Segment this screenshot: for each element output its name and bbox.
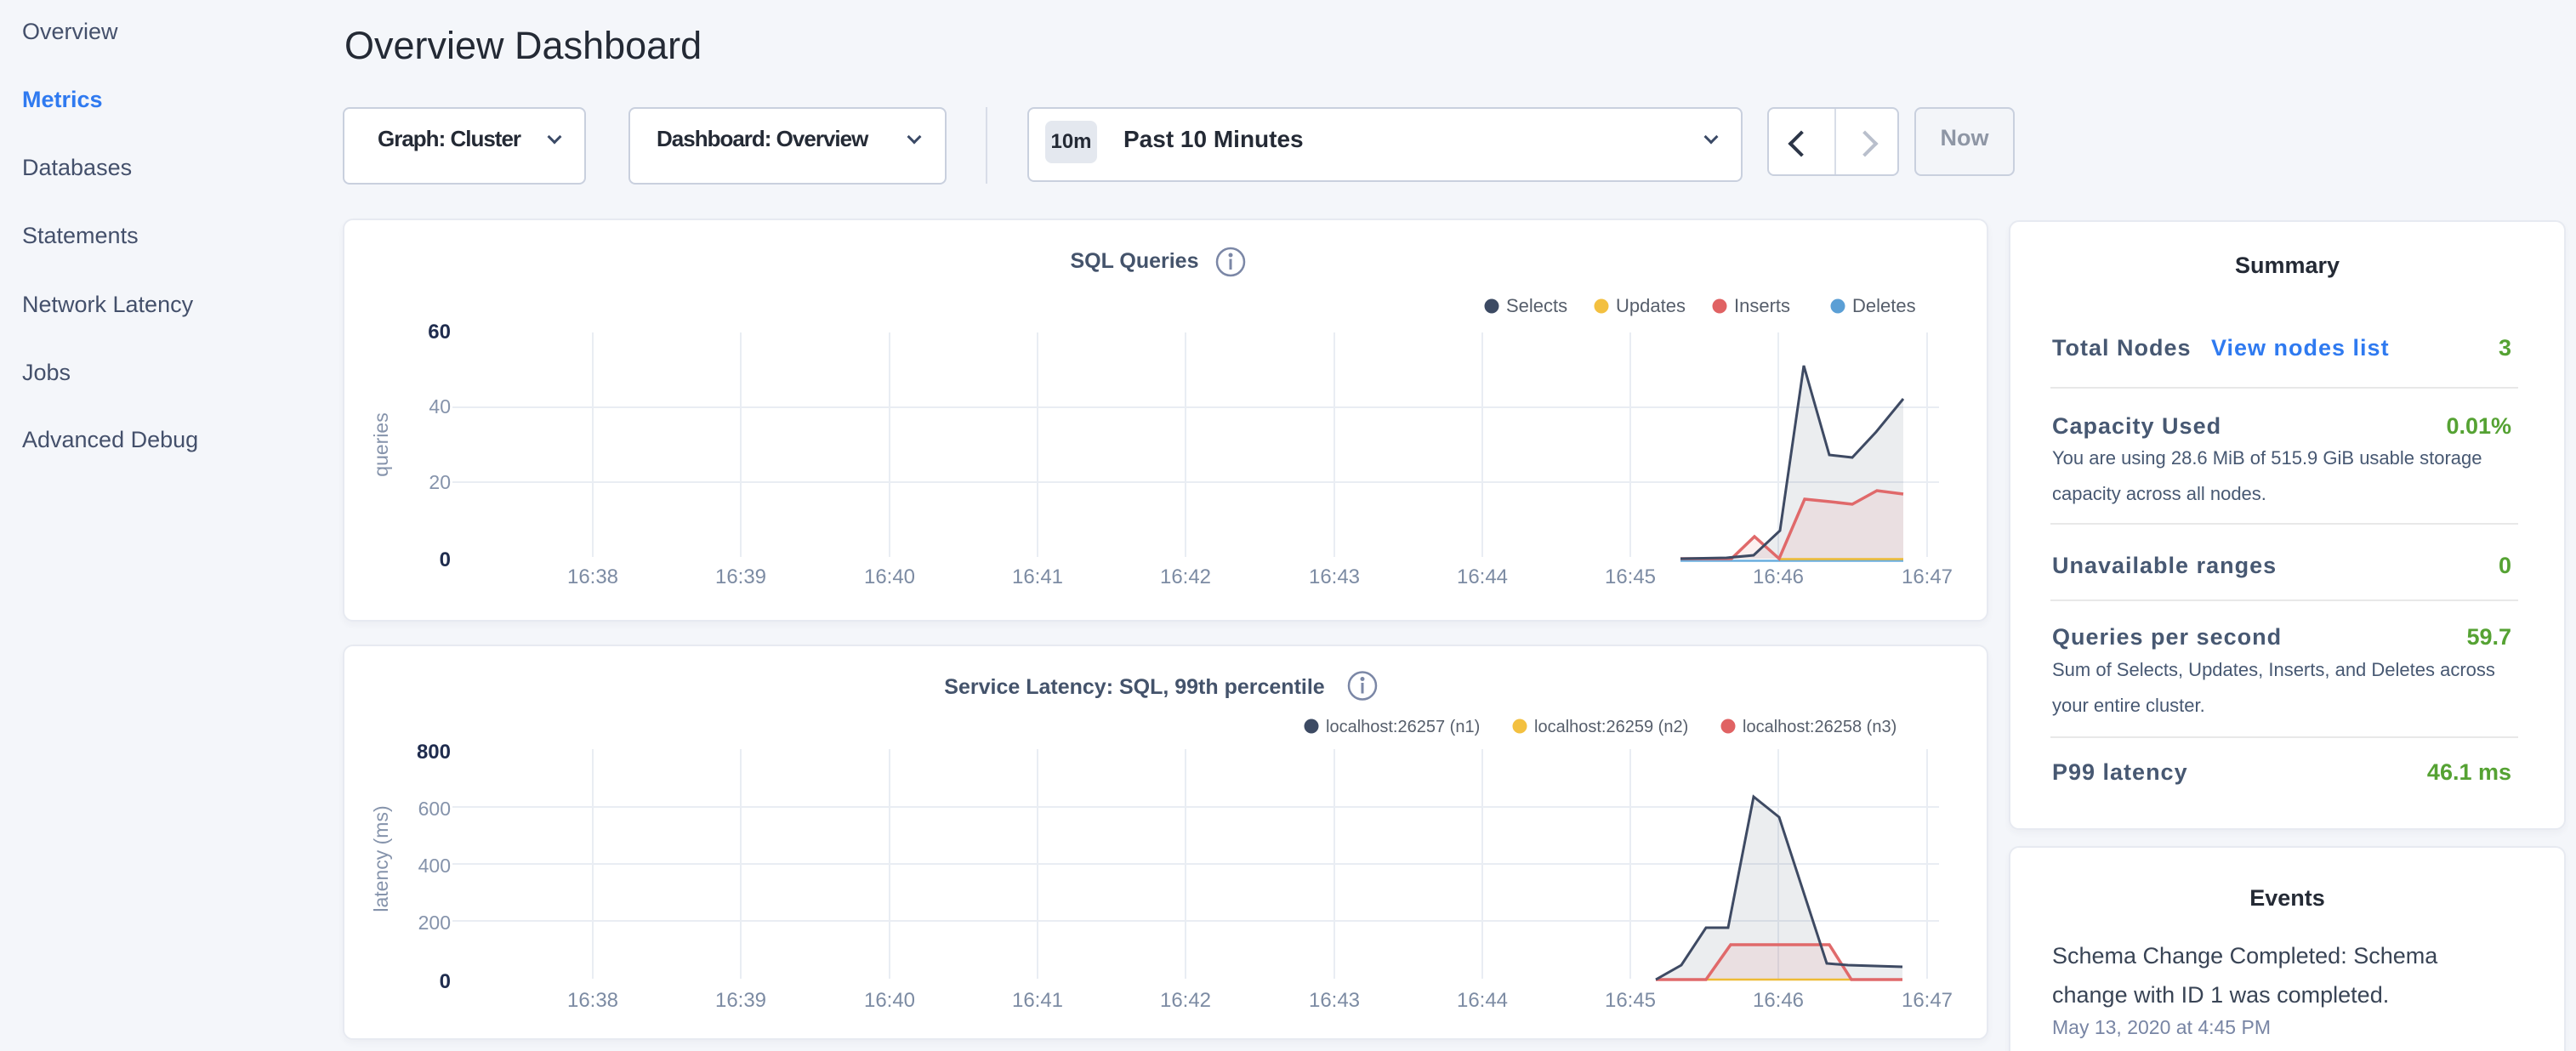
svg-text:localhost:26258 (n3): localhost:26258 (n3) xyxy=(1743,718,1896,736)
svg-text:16:39: 16:39 xyxy=(715,565,766,588)
svg-text:Inserts: Inserts xyxy=(1734,295,1790,316)
svg-text:latency (ms): latency (ms) xyxy=(370,805,392,912)
svg-text:16:46: 16:46 xyxy=(1753,989,1804,1012)
svg-text:16:39: 16:39 xyxy=(715,989,766,1012)
svg-text:Selects: Selects xyxy=(1506,295,1567,316)
svg-text:16:41: 16:41 xyxy=(1012,565,1063,588)
svg-text:0: 0 xyxy=(440,970,451,993)
svg-text:16:41: 16:41 xyxy=(1012,989,1063,1012)
svg-text:16:44: 16:44 xyxy=(1457,989,1508,1012)
svg-text:16:45: 16:45 xyxy=(1605,989,1656,1012)
svg-text:400: 400 xyxy=(418,855,451,877)
svg-text:0: 0 xyxy=(440,548,451,571)
svg-text:20: 20 xyxy=(429,471,451,493)
svg-text:40: 40 xyxy=(429,395,451,418)
svg-text:16:47: 16:47 xyxy=(1902,565,1953,588)
svg-text:localhost:26257 (n1): localhost:26257 (n1) xyxy=(1326,718,1480,736)
svg-text:60: 60 xyxy=(428,321,451,344)
svg-text:16:42: 16:42 xyxy=(1160,989,1211,1012)
svg-text:16:40: 16:40 xyxy=(864,565,915,588)
svg-text:600: 600 xyxy=(418,798,451,820)
svg-text:16:42: 16:42 xyxy=(1160,565,1211,588)
svg-text:Deletes: Deletes xyxy=(1852,295,1916,316)
svg-text:SQL Queries: SQL Queries xyxy=(1071,249,1199,273)
svg-text:16:38: 16:38 xyxy=(567,989,618,1012)
svg-text:16:43: 16:43 xyxy=(1309,565,1360,588)
svg-text:16:44: 16:44 xyxy=(1457,565,1508,588)
svg-text:localhost:26259 (n2): localhost:26259 (n2) xyxy=(1534,718,1688,736)
svg-text:800: 800 xyxy=(417,741,451,764)
svg-text:16:40: 16:40 xyxy=(864,989,915,1012)
svg-text:200: 200 xyxy=(418,912,451,934)
svg-text:Service Latency: SQL, 99th per: Service Latency: SQL, 99th percentile xyxy=(944,675,1324,699)
svg-text:16:47: 16:47 xyxy=(1902,989,1953,1012)
svg-text:16:45: 16:45 xyxy=(1605,565,1656,588)
svg-text:16:38: 16:38 xyxy=(567,565,618,588)
svg-text:16:46: 16:46 xyxy=(1753,565,1804,588)
svg-text:queries: queries xyxy=(370,412,392,476)
svg-text:16:43: 16:43 xyxy=(1309,989,1360,1012)
svg-text:Updates: Updates xyxy=(1616,295,1686,316)
